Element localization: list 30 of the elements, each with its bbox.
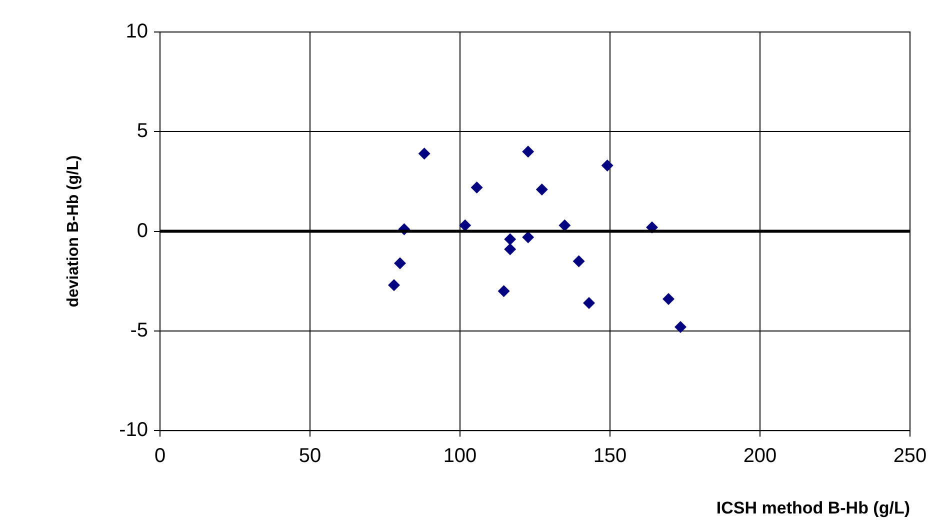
point [583,297,595,310]
x-tick-label: 250 [893,445,927,468]
point [418,148,430,160]
point [394,257,406,270]
y-tick-label: -5 [130,319,148,342]
y-axis-title: deviation B-Hb (g/L) [65,155,82,308]
y-tick-label: 10 [126,20,148,43]
x-tick-label: 100 [443,445,477,468]
y-tick-label: 0 [136,220,148,242]
point [536,183,548,196]
y-tick-label: -10 [119,419,148,442]
point [504,243,516,256]
x-tick-label: 50 [298,445,322,468]
x-tick-label: 0 [154,445,166,468]
point [662,293,674,306]
x-axis-title: ICSH method B-Hb (g/L) [716,498,910,518]
point [558,219,571,232]
x-tick-label: 150 [593,445,627,468]
point [674,320,686,333]
point [572,255,585,268]
point [388,279,400,292]
point [459,219,472,232]
point [522,146,534,158]
point [504,233,516,246]
point [601,160,614,172]
point [522,231,534,244]
x-tick-label: 200 [743,445,777,468]
point [470,181,483,194]
y-tick-label: 5 [136,120,148,142]
point [498,285,510,298]
